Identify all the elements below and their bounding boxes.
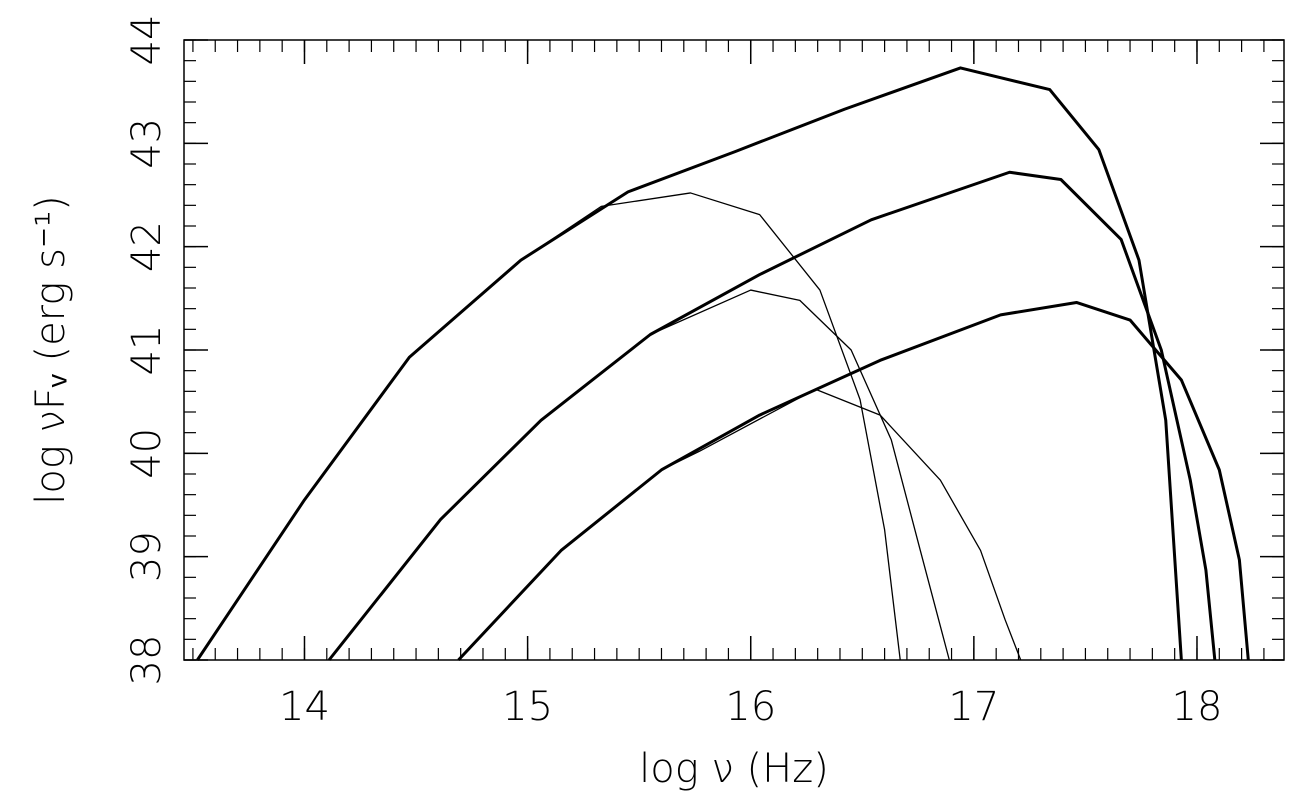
x-axis-label: log ν (Hz): [639, 746, 829, 792]
x-tick-label: 14: [279, 684, 330, 730]
y-tick-label: 43: [124, 118, 170, 169]
y-tick-label: 42: [124, 221, 170, 272]
sed-curve: [327, 170, 1217, 661]
y-axis-label: log νFᵥ (erg s⁻¹): [28, 195, 74, 505]
y-tick-label: 41: [124, 325, 170, 376]
sed-curve: [196, 192, 901, 661]
x-tick-label: 16: [725, 684, 776, 730]
x-tick-label: 17: [948, 684, 999, 730]
y-tick-label: 38: [124, 635, 170, 686]
y-tick-label: 40: [124, 428, 170, 479]
sed-curve: [328, 289, 950, 661]
plot-frame: [183, 39, 1285, 661]
x-tick-label: 15: [502, 684, 553, 730]
y-tick-label: 44: [124, 15, 170, 66]
sed-curve: [457, 388, 1022, 661]
x-tick-label: 18: [1172, 684, 1223, 730]
y-tick-label: 39: [124, 531, 170, 582]
sed-curve: [196, 66, 1183, 661]
